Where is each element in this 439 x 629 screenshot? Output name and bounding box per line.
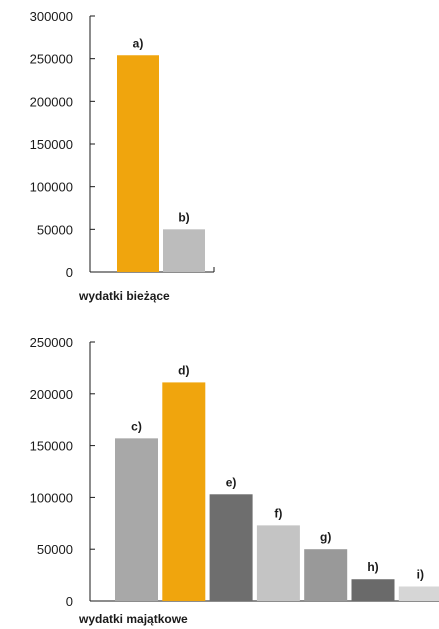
y-tick-label: 0 <box>66 265 73 280</box>
bar-label: e) <box>226 475 237 489</box>
y-tick-label: 200000 <box>30 94 73 109</box>
bar-f <box>256 525 300 601</box>
y-tick-label: 300000 <box>30 9 73 24</box>
x-axis-label: wydatki bieżące <box>78 289 170 303</box>
bar-label: d) <box>178 363 189 377</box>
y-tick-label: 100000 <box>30 180 73 195</box>
bar-label: b) <box>178 210 189 224</box>
bar-d <box>162 382 206 601</box>
x-axis-label: wydatki majątkowe <box>78 612 188 626</box>
bar-label: f) <box>274 506 282 520</box>
chart-wydatki-biezace: 0 50000 100000 150000 200000 250000 300000 a) b)… <box>30 9 215 303</box>
bar-b <box>163 229 205 272</box>
bar-i <box>398 586 439 601</box>
y-tick-label: 250000 <box>30 335 73 350</box>
bar-label: i) <box>417 567 424 581</box>
bar-label: g) <box>320 530 331 544</box>
y-tick-label: 50000 <box>37 542 73 557</box>
y-tick-label: 200000 <box>30 387 73 402</box>
y-tick-label: 100000 <box>30 490 73 505</box>
bar-e <box>209 494 253 601</box>
y-tick-label: 0 <box>66 594 73 609</box>
bar-label: h) <box>367 560 378 574</box>
bar-a <box>117 55 159 273</box>
bar-label: a) <box>133 36 144 50</box>
bar-g <box>304 549 348 601</box>
bar-h <box>351 579 395 601</box>
y-tick-label: 250000 <box>30 52 73 67</box>
chart-wydatki-majatkowe: 0 50000 100000 150000 200000 250000 c) d) e) f) g)… <box>30 335 439 626</box>
bar-c <box>115 438 158 601</box>
bar-label: c) <box>131 419 142 433</box>
y-tick-label: 50000 <box>37 222 73 237</box>
y-tick-label: 150000 <box>30 137 73 152</box>
y-tick-label: 150000 <box>30 439 73 454</box>
